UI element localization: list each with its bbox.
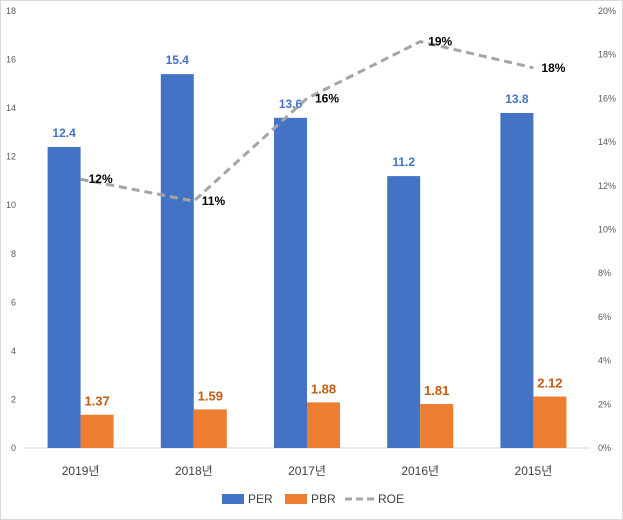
right-axis-tick-label: 20% [598, 6, 616, 16]
pbr-data-label: 1.37 [84, 394, 109, 409]
roe-data-label: 18% [541, 61, 565, 75]
left-axis-ticks: 0 2 4 6 8 10 12 14 16 18 [6, 6, 16, 453]
left-axis-tick-label: 6 [11, 297, 16, 307]
legend-label-roe: ROE [378, 492, 404, 506]
right-axis-tick-label: 14% [598, 137, 616, 147]
legend: PER PBR ROE [222, 492, 404, 506]
left-axis-tick-label: 8 [11, 249, 16, 259]
roe-line-layer [80, 40, 534, 203]
pbr-data-label: 1.81 [424, 383, 449, 398]
left-axis-tick-label: 10 [6, 200, 16, 210]
legend-swatch-pbr [285, 494, 307, 504]
x-axis-ticks: 2019년 2018년 2017년 2016년 2015년 [62, 464, 553, 478]
left-axis-tick-label: 12 [6, 152, 16, 162]
bars [47, 74, 567, 449]
roe-data-label: 19% [428, 35, 452, 49]
per-data-label: 13.6 [279, 97, 303, 111]
legend-label-per: PER [248, 492, 273, 506]
pbr-bar [420, 404, 454, 448]
per-bar [500, 112, 534, 448]
right-axis-tick-label: 8% [598, 268, 611, 278]
right-axis-ticks: 0% 2% 4% 6% 8% 10% 12% 14% 16% 18% 20% [598, 6, 616, 453]
per-bar [274, 117, 307, 449]
per-data-label: 11.2 [392, 155, 415, 169]
legend-swatch-per [222, 494, 244, 504]
left-axis-tick-label: 14 [6, 103, 16, 113]
left-axis-tick-label: 4 [11, 346, 16, 356]
right-axis-tick-label: 16% [598, 93, 616, 103]
pbr-data-label: 1.88 [311, 381, 336, 396]
right-axis-tick-label: 18% [598, 50, 616, 60]
data-labels: 12.4 1.37 15.4 1.59 13.6 1.88 11.2 1.81 13.8 2.12… [52, 35, 565, 409]
right-axis-tick-label: 12% [598, 181, 616, 191]
roe-data-label: 11% [202, 194, 226, 208]
left-axis-tick-label: 16 [6, 55, 16, 65]
per-data-label: 13.8 [505, 92, 529, 106]
legend-label-pbr: PBR [311, 492, 336, 506]
pbr-bar [80, 414, 114, 448]
x-axis-tick-label: 2017년 [288, 464, 326, 478]
pbr-bar [193, 409, 227, 448]
x-axis-tick-label: 2016년 [401, 464, 439, 478]
pbr-data-label: 2.12 [537, 376, 562, 391]
roe-data-label: 16% [315, 91, 339, 105]
pbr-data-label: 1.59 [198, 388, 223, 403]
pbr-bar [307, 402, 340, 448]
per-bar [387, 176, 421, 449]
x-axis-tick-label: 2015년 [515, 464, 553, 478]
left-axis-tick-label: 18 [6, 6, 16, 16]
pbr-bar [533, 396, 567, 448]
right-axis-tick-label: 6% [598, 312, 611, 322]
per-bar [47, 146, 81, 448]
right-axis-tick-label: 2% [598, 399, 611, 409]
x-axis-tick-label: 2018년 [175, 464, 213, 478]
per-data-label: 12.4 [52, 126, 76, 140]
per-bar [160, 74, 194, 448]
right-axis-tick-label: 0% [598, 443, 611, 453]
right-axis-tick-label: 4% [598, 356, 611, 366]
roe-data-label: 12% [89, 172, 113, 186]
roe-line [80, 40, 534, 203]
left-axis-tick-label: 2 [11, 394, 16, 404]
right-axis-tick-label: 10% [598, 225, 616, 235]
left-axis-tick-label: 0 [11, 443, 16, 453]
x-axis-tick-label: 2019년 [62, 464, 100, 478]
per-data-label: 15.4 [166, 53, 190, 67]
